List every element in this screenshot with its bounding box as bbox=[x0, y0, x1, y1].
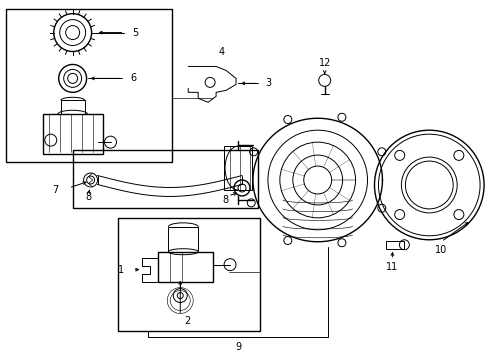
Bar bbox=[387, 241, 404, 249]
Text: 10: 10 bbox=[435, 245, 447, 255]
Text: 6: 6 bbox=[130, 73, 137, 84]
Bar bbox=[119, 218, 260, 332]
Bar bbox=[43, 114, 102, 154]
Text: 11: 11 bbox=[386, 262, 398, 272]
Bar bbox=[224, 146, 252, 190]
Text: 1: 1 bbox=[119, 265, 124, 275]
Bar bbox=[6, 9, 172, 162]
Text: 2: 2 bbox=[184, 316, 191, 327]
Text: 8: 8 bbox=[86, 192, 92, 202]
Text: 4: 4 bbox=[218, 48, 224, 58]
Text: 5: 5 bbox=[132, 28, 139, 37]
Text: 9: 9 bbox=[235, 342, 241, 352]
Bar bbox=[73, 150, 258, 208]
Text: 7: 7 bbox=[52, 185, 59, 195]
Bar bbox=[158, 252, 213, 282]
Bar bbox=[168, 227, 198, 252]
Text: 12: 12 bbox=[318, 58, 331, 68]
Bar bbox=[61, 100, 85, 114]
Text: 3: 3 bbox=[265, 78, 271, 88]
Text: 8: 8 bbox=[222, 195, 228, 205]
